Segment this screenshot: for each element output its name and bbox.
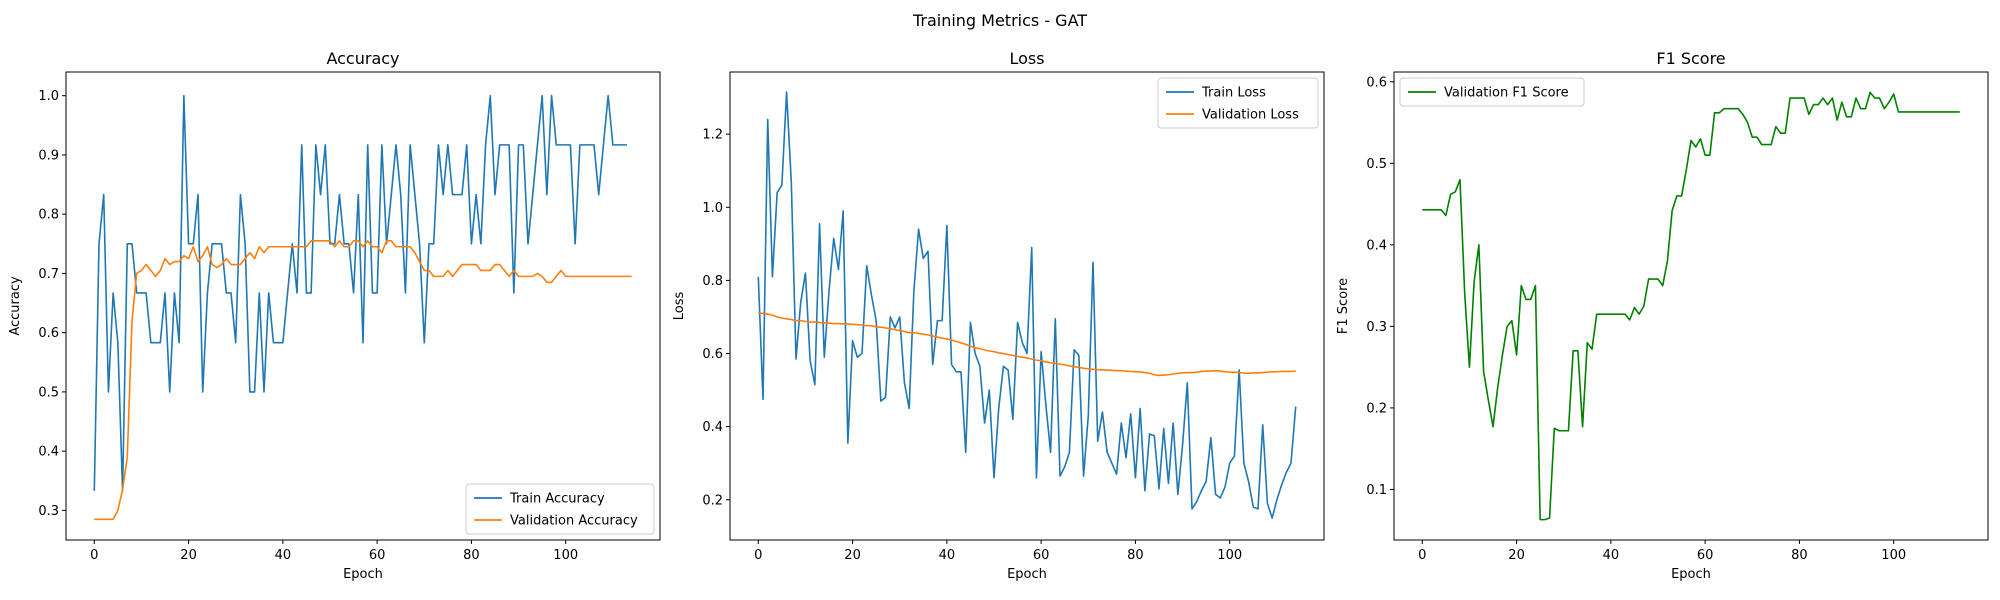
x-tick-label: 60: [1033, 548, 1050, 563]
y-tick-label: 0.7: [38, 267, 59, 282]
x-tick-label: 100: [553, 548, 578, 563]
axes-frame: [729, 71, 1325, 541]
legend: Train Accuracy Validation Accuracy: [465, 483, 655, 535]
y-axis-label: F1 Score: [1336, 278, 1351, 334]
y-tick-label: 0.6: [38, 326, 59, 341]
legend-box: [1399, 77, 1585, 107]
x-tick-label: 80: [1791, 548, 1808, 563]
y-tick-label: 0.4: [702, 420, 723, 435]
y-tick-label: 1.2: [702, 128, 723, 143]
legend-box: [1157, 77, 1319, 129]
y-tick-label: 0.3: [1366, 320, 1387, 335]
y-tick-label: 0.5: [38, 385, 59, 400]
subplots: 0 20 40 60 80 100 0.3 0.4 0.5 0.6 0.7 0.8 0.9 1.0 Accu…: [8, 49, 1989, 582]
x-tick-label: 40: [275, 548, 292, 563]
subplot-title: Loss: [1009, 49, 1044, 68]
y-tick-label: 0.3: [38, 504, 59, 519]
x-axis-label: Epoch: [1007, 567, 1047, 582]
x-tick-label: 0: [754, 548, 762, 563]
x-tick-label: 40: [1603, 548, 1620, 563]
y-tick-label: 0.4: [38, 445, 59, 460]
y-tick-label: 0.2: [1366, 401, 1387, 416]
subplot-title: F1 Score: [1656, 49, 1725, 68]
y-tick-label: 0.6: [1366, 75, 1387, 90]
series-line-2: [94, 240, 632, 521]
x-tick-label: 40: [939, 548, 956, 563]
axes-frame: [65, 71, 661, 541]
figure-suptitle: Training Metrics - GAT: [912, 11, 1087, 30]
y-tick-label: 1.0: [702, 201, 723, 216]
axes-frame: [1393, 71, 1989, 541]
y-tick-label: 0.8: [38, 208, 59, 223]
series-line-2: [758, 312, 1296, 377]
y-axis-label: Accuracy: [8, 276, 23, 336]
x-tick-label: 60: [369, 548, 386, 563]
subplot-title: Accuracy: [326, 49, 399, 68]
x-tick-label: 0: [90, 548, 98, 563]
x-axis-label: Epoch: [343, 567, 383, 582]
subplot-f1-score: 0 20 40 60 80 100 0.1 0.2 0.3 0.4 0.5 0.6 F1 Score Ep…: [1336, 49, 1989, 582]
y-tick-label: 0.1: [1366, 483, 1387, 498]
legend-entry: Validation F1 Score: [1444, 86, 1569, 101]
x-tick-label: 60: [1697, 548, 1714, 563]
series-line-1: [1422, 91, 1960, 521]
legend-entry: Validation Loss: [1202, 108, 1299, 123]
y-tick-label: 0.8: [702, 274, 723, 289]
legend: Train Loss Validation Loss: [1157, 77, 1319, 129]
x-tick-label: 20: [844, 548, 861, 563]
x-tick-label: 100: [1217, 548, 1242, 563]
x-tick-label: 0: [1418, 548, 1426, 563]
y-tick-label: 0.4: [1366, 238, 1387, 253]
x-tick-label: 20: [1508, 548, 1525, 563]
y-tick-label: 1.0: [38, 89, 59, 104]
subplot-loss: 0 20 40 60 80 100 0.2 0.4 0.6 0.8 1.0 1.2 Loss Epoch L…: [672, 49, 1325, 582]
y-tick-label: 0.2: [702, 493, 723, 508]
x-axis-label: Epoch: [1671, 567, 1711, 582]
y-tick-label: 0.5: [1366, 157, 1387, 172]
y-tick-label: 0.9: [38, 148, 59, 163]
legend: Validation F1 Score: [1399, 77, 1585, 107]
legend-entry: Train Accuracy: [509, 492, 605, 507]
subplot-accuracy: 0 20 40 60 80 100 0.3 0.4 0.5 0.6 0.7 0.8 0.9 1.0 Accu…: [8, 49, 661, 582]
x-tick-label: 80: [463, 548, 480, 563]
series-line-1: [757, 91, 1297, 519]
legend-entry: Validation Accuracy: [510, 514, 638, 529]
y-tick-label: 0.6: [702, 347, 723, 362]
series-line-1: [93, 94, 627, 492]
x-tick-label: 100: [1881, 548, 1906, 563]
legend-entry: Train Loss: [1201, 86, 1266, 101]
y-axis-label: Loss: [672, 292, 687, 321]
x-tick-label: 80: [1127, 548, 1144, 563]
legend-box: [465, 483, 655, 535]
x-tick-label: 20: [180, 548, 197, 563]
